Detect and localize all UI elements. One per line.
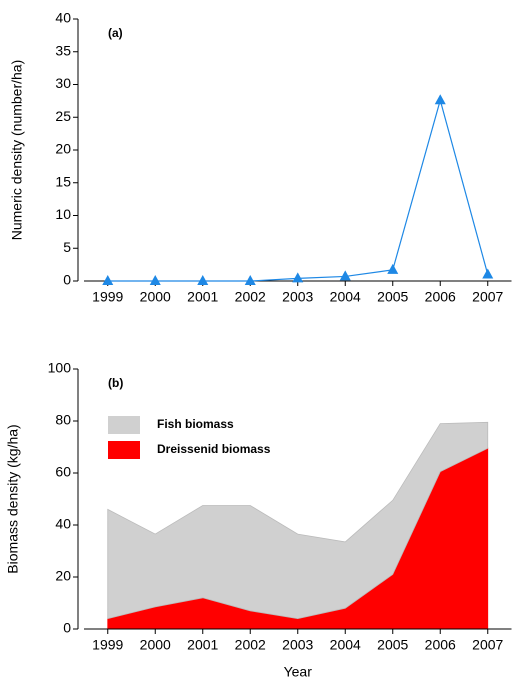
- y-tick-label: 40: [55, 10, 71, 26]
- marker: [434, 94, 446, 105]
- annotation: (a): [108, 26, 123, 40]
- y-tick-label: 10: [55, 206, 71, 222]
- x-tick-label: 2004: [330, 289, 361, 305]
- x-tick-label: 2005: [377, 637, 408, 653]
- x-tick-label: 2002: [235, 637, 266, 653]
- y-axis-label: Biomass density (kg/ha): [5, 424, 21, 573]
- y-tick-label: 15: [55, 173, 71, 189]
- y-tick-label: 60: [55, 464, 71, 480]
- x-tick-label: 2006: [425, 637, 456, 653]
- annotation: (b): [108, 376, 123, 390]
- y-tick-label: 20: [55, 568, 71, 584]
- marker: [102, 275, 114, 285]
- y-tick-label: 30: [55, 75, 71, 91]
- marker: [197, 275, 209, 285]
- x-tick-label: 2001: [187, 289, 218, 305]
- legend-swatch: [108, 416, 140, 434]
- marker: [244, 275, 256, 285]
- legend-label: Fish biomass: [157, 417, 234, 431]
- y-tick-label: 100: [48, 360, 72, 376]
- x-tick-label: 1999: [92, 289, 123, 305]
- y-tick-label: 0: [63, 272, 71, 288]
- x-tick-label: 2006: [425, 289, 456, 305]
- y-tick-label: 20: [55, 141, 71, 157]
- x-tick-label: 2000: [140, 289, 171, 305]
- x-tick-label: 2005: [377, 289, 408, 305]
- x-tick-label: 2004: [330, 637, 361, 653]
- area: [107, 421, 489, 620]
- y-tick-label: 80: [55, 412, 71, 428]
- marker: [292, 272, 304, 283]
- x-tick-label: 2000: [140, 637, 171, 653]
- x-tick-label: 1999: [92, 637, 123, 653]
- x-tick-label: 2001: [187, 637, 218, 653]
- line: [107, 97, 489, 282]
- legend-swatch: [108, 441, 140, 459]
- marker: [482, 268, 494, 279]
- y-tick-label: 0: [63, 620, 71, 636]
- marker: [339, 270, 351, 281]
- y-axis-label: Numeric density (number/ha): [9, 60, 25, 241]
- legend-label: Dreissenid biomass: [157, 442, 271, 456]
- y-tick-label: 5: [63, 239, 71, 255]
- x-tick-label: 2003: [282, 637, 313, 653]
- y-tick-label: 40: [55, 516, 71, 532]
- x-tick-label: 2007: [472, 637, 503, 653]
- y-tick-label: 25: [55, 108, 71, 124]
- y-tick-label: 35: [55, 42, 71, 58]
- x-axis-label: Year: [284, 664, 313, 680]
- marker: [149, 275, 161, 285]
- x-tick-label: 2003: [282, 289, 313, 305]
- x-tick-label: 2007: [472, 289, 503, 305]
- marker: [387, 263, 399, 274]
- x-tick-label: 2002: [235, 289, 266, 305]
